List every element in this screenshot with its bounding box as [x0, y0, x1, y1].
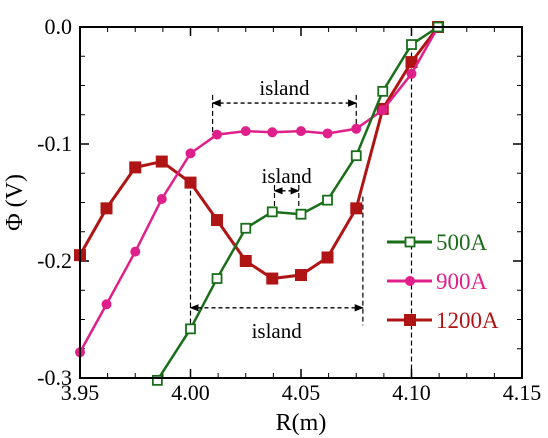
legend: 500A 900A 1200A	[387, 230, 499, 333]
data-point	[321, 251, 334, 264]
island-label: island	[259, 76, 310, 100]
data-point	[406, 39, 417, 50]
series-line	[78, 26, 440, 281]
legend-item-500A: 500A	[387, 230, 488, 255]
data-point	[404, 314, 416, 326]
x-tick-label: 4.05	[282, 380, 321, 405]
tick-labels: 3.95 4.00 4.05 4.10 4.15 0.0 -0.1 -0.2 -0.3	[37, 14, 541, 405]
y-tick-label: 0.0	[45, 14, 73, 39]
series-1200A	[74, 21, 445, 285]
data-point	[377, 105, 388, 116]
data-point	[211, 214, 224, 227]
legend-label: 900A	[436, 269, 488, 294]
data-point	[295, 208, 307, 220]
data-point	[129, 161, 142, 174]
data-point	[405, 276, 415, 286]
data-point	[240, 126, 251, 137]
data-point	[295, 269, 307, 282]
y-tick-label: -0.1	[37, 131, 72, 156]
data-point	[151, 374, 163, 386]
data-point	[351, 123, 362, 134]
series-line	[78, 26, 440, 353]
data-point	[184, 176, 197, 189]
data-point	[296, 126, 306, 137]
legend-label: 1200A	[436, 308, 499, 333]
data-point	[322, 194, 333, 206]
data-point	[185, 148, 196, 159]
data-point	[211, 273, 223, 284]
x-tick-label: 4.00	[171, 380, 210, 405]
x-tick-label: 3.95	[61, 380, 100, 405]
data-point	[266, 272, 279, 285]
data-point	[322, 128, 333, 139]
data-point	[101, 299, 112, 310]
annotations-layer: island island island	[189, 76, 364, 343]
x-tick-label: 4.10	[392, 380, 431, 405]
data-point	[377, 85, 389, 97]
plot-frame	[79, 26, 523, 379]
island-label: island	[262, 164, 313, 188]
data-point	[350, 202, 363, 215]
data-point	[155, 155, 168, 168]
y-tick-label: -0.2	[37, 248, 72, 273]
data-point	[350, 150, 362, 162]
legend-item-1200A: 1200A	[387, 308, 499, 333]
data-point	[185, 323, 196, 335]
series-900A	[75, 22, 444, 358]
island-label: island	[252, 319, 303, 343]
data-point	[212, 129, 223, 140]
data-point	[404, 236, 416, 248]
x-tick-label: 4.15	[503, 380, 542, 405]
data-point	[100, 202, 113, 215]
y-tick-label: -0.3	[37, 365, 72, 390]
data-point	[266, 206, 278, 218]
data-point	[239, 255, 252, 267]
data-point	[267, 127, 278, 138]
data-point	[156, 193, 167, 204]
y-axis-title: Φ (V)	[2, 174, 28, 231]
x-axis-title: R(m)	[276, 410, 327, 436]
series-500A	[151, 21, 444, 386]
data-point	[130, 246, 141, 257]
legend-item-900A: 900A	[387, 269, 488, 294]
legend-label: 500A	[436, 230, 488, 255]
data-point	[406, 68, 417, 79]
data-point	[240, 222, 252, 234]
